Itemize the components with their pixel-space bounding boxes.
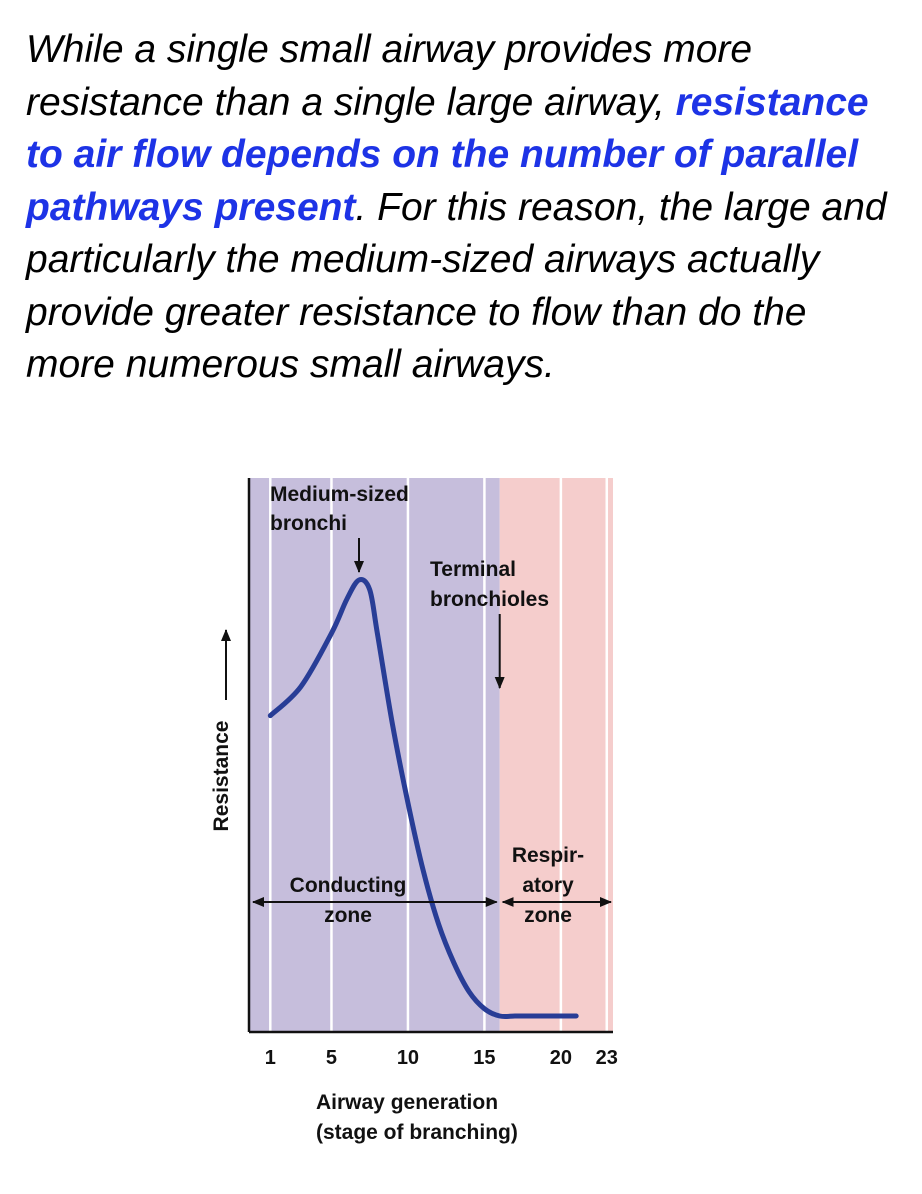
zone-label-1-line-0: Respir- (512, 844, 584, 867)
zone-background-conducting (249, 478, 500, 1032)
zone-label-1-line-2: zone (524, 904, 572, 927)
resistance-curve (267, 577, 579, 1020)
paragraph-text-after: . For this reason, the large and particu… (26, 185, 887, 387)
zone-label-0-line-1: zone (324, 904, 372, 927)
x-tick-label-10: 10 (397, 1047, 419, 1069)
y-axis-label: Resistance (210, 721, 233, 832)
paragraph-highlight: resistance to air flow depends on the nu… (26, 80, 869, 229)
x-axis-label-line-1: (stage of branching) (316, 1121, 518, 1144)
annotation-0-line-1: bronchi (270, 512, 347, 535)
x-tick-label-23: 23 (596, 1047, 618, 1069)
explanatory-paragraph: While a single small airway provides mor… (26, 24, 896, 392)
zone-label-0-line-0: Conducting (290, 874, 407, 897)
paragraph-text-before: While a single small airway provides mor… (26, 28, 753, 124)
x-tick-label-15: 15 (473, 1047, 495, 1069)
zone-label-1-line-1: atory (522, 874, 574, 897)
annotation-0-line-0: Medium-sized (270, 483, 409, 506)
x-tick-label-5: 5 (326, 1047, 337, 1069)
zone-background-respiratory (499, 478, 613, 1032)
x-tick-label-20: 20 (550, 1047, 572, 1069)
annotation-1-line-0: Terminal (430, 558, 516, 581)
x-tick-label-1: 1 (265, 1047, 276, 1069)
annotation-1-line-1: bronchioles (430, 588, 549, 611)
x-axis-label-line-0: Airway generation (316, 1091, 498, 1114)
